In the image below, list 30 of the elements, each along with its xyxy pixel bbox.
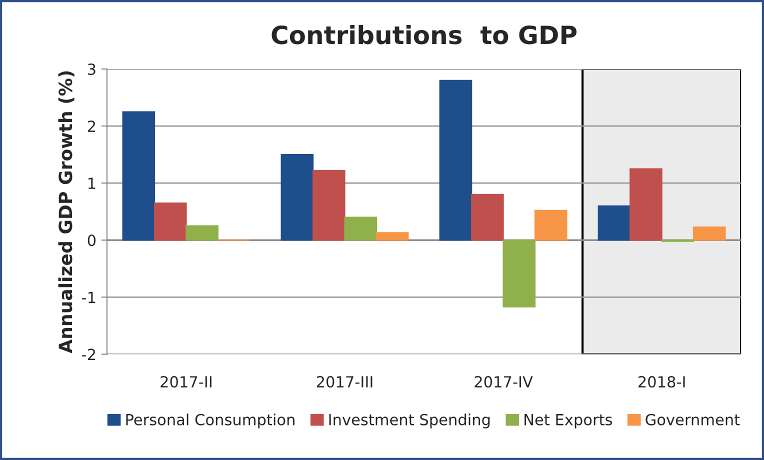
y-tick-label: 1 (88, 178, 96, 189)
bar (598, 205, 631, 241)
bar (344, 216, 378, 241)
bar (122, 111, 156, 241)
y-axis-title: Annualized GDP Growth (%) (58, 71, 74, 354)
legend-label: Net Exports (524, 414, 612, 428)
x-tick-label: 2017-II (160, 376, 212, 388)
y-tick-label: -1 (82, 292, 96, 303)
x-tick-label: 2017-III (316, 376, 372, 388)
bar (471, 194, 504, 241)
y-tick-label: -2 (82, 348, 96, 360)
bar (439, 80, 472, 241)
legend-label: Investment Spending (329, 414, 490, 428)
legend-label: Personal Consumption (126, 414, 294, 428)
bar (630, 168, 662, 241)
x-tick-label: 2017-IV (474, 376, 533, 388)
bar (186, 225, 218, 241)
bar (502, 240, 536, 308)
y-tick-label: 2 (88, 120, 96, 132)
bar (312, 170, 346, 241)
y-tick-label: 0 (88, 234, 96, 246)
bar (534, 210, 568, 241)
legend-label: Government (646, 414, 740, 426)
chart-title: Contributions to GDP (272, 25, 577, 44)
bar (280, 154, 314, 241)
x-tick-label: 2018-I (638, 376, 685, 388)
bar (692, 226, 726, 241)
y-tick-label: 3 (88, 63, 96, 76)
bar (376, 232, 409, 241)
bar (154, 202, 187, 241)
